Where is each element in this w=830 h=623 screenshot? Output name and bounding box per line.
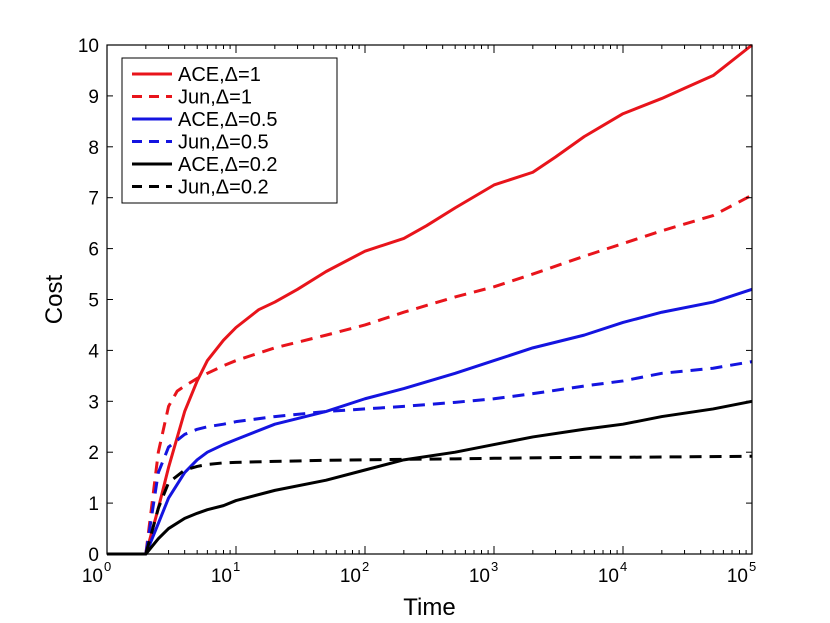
series-line-5 (107, 454, 753, 556)
legend-label-0: ACE,Δ=1 (178, 64, 261, 86)
y-tick-label: 5 (88, 291, 99, 312)
x-axis-label: Time (403, 594, 455, 621)
x-tick-label-exponent: 5 (749, 559, 756, 574)
legend-label-5: Jun,Δ=0.2 (178, 177, 269, 199)
x-tick-label-exponent: 2 (362, 559, 369, 574)
x-tick-label-base: 10 (340, 566, 361, 587)
x-tick-label-exponent: 4 (620, 559, 627, 574)
y-tick-label: 3 (88, 392, 99, 413)
y-tick-label: 9 (88, 87, 99, 108)
legend-label-4: ACE,Δ=0.2 (178, 154, 278, 176)
y-tick-label: 4 (88, 341, 99, 362)
x-tick-label-base: 10 (469, 566, 490, 587)
legend-label-2: ACE,Δ=0.5 (178, 109, 278, 131)
legend-label-3: Jun,Δ=0.5 (178, 132, 269, 154)
x-tick-label-base: 10 (211, 566, 232, 587)
x-tick-label-exponent: 3 (491, 559, 498, 574)
legend-label-1: Jun,Δ=1 (178, 87, 252, 109)
x-tick-label-base: 10 (727, 566, 748, 587)
x-tick-label-exponent: 1 (233, 559, 240, 574)
legend-box (121, 57, 338, 204)
series-line-2 (107, 287, 753, 556)
y-tick-label: 1 (88, 494, 99, 515)
y-tick-label: 10 (78, 36, 99, 57)
y-axis-label: Cost (41, 275, 68, 325)
y-tick-label: 6 (88, 240, 99, 261)
x-tick-label-base: 10 (598, 566, 619, 587)
series-layer (107, 43, 753, 556)
legend: ACE,Δ=1Jun,Δ=1ACE,Δ=0.5Jun,Δ=0.5ACE,Δ=0.… (121, 57, 338, 204)
series-line-4 (107, 399, 753, 556)
y-tick-label: 0 (88, 545, 99, 566)
series-line-0 (107, 43, 753, 556)
x-tick-label-base: 10 (82, 566, 103, 587)
y-tick-label: 2 (88, 443, 99, 464)
x-tick-label-exponent: 0 (104, 559, 111, 574)
y-tick-label: 7 (88, 189, 99, 210)
y-tick-label: 8 (88, 138, 99, 159)
